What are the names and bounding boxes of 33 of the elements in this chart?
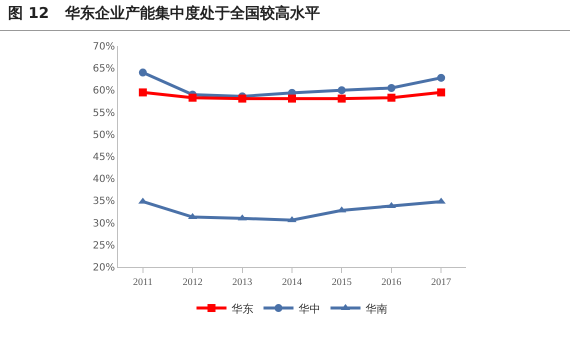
legend-label: 华东 bbox=[232, 302, 254, 316]
point bbox=[387, 84, 396, 92]
y-tick-label: 40% bbox=[92, 174, 115, 186]
y-tick-label: 55% bbox=[92, 108, 115, 119]
y-tick-label: 30% bbox=[92, 218, 115, 230]
y-tick-label: 45% bbox=[92, 152, 115, 163]
point bbox=[288, 94, 296, 103]
y-tick-label: 50% bbox=[92, 130, 115, 141]
point bbox=[188, 94, 197, 102]
x-tick-label: 2013 bbox=[232, 277, 252, 288]
y-tick-label: 25% bbox=[92, 240, 115, 252]
y-tick-label: 35% bbox=[92, 196, 115, 208]
chart-title: 图 12 华东企业产能集中度处于全国较高水平 bbox=[8, 4, 320, 23]
x-tick-label: 2012 bbox=[182, 277, 203, 288]
x-tick-label: 2017 bbox=[431, 277, 452, 288]
x-tick-label: 2015 bbox=[332, 277, 352, 288]
x-tick-label: 2016 bbox=[381, 277, 402, 288]
x-tick-label: 2014 bbox=[282, 277, 302, 288]
point bbox=[238, 94, 246, 103]
x-tick-label: 2011 bbox=[133, 277, 153, 288]
point bbox=[437, 88, 446, 96]
y-tick-label: 60% bbox=[92, 86, 115, 97]
point bbox=[437, 74, 446, 82]
point bbox=[338, 94, 346, 103]
y-tick-label: 65% bbox=[92, 64, 115, 75]
point bbox=[387, 94, 396, 102]
legend-label: 华南 bbox=[366, 302, 388, 316]
y-tick-label: 20% bbox=[92, 262, 115, 274]
point bbox=[338, 86, 346, 94]
point bbox=[138, 88, 147, 96]
legend-label: 华中 bbox=[298, 302, 320, 316]
point bbox=[138, 68, 147, 77]
y-tick-label: 70% bbox=[92, 42, 115, 52]
